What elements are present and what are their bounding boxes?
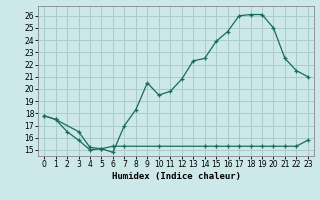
X-axis label: Humidex (Indice chaleur): Humidex (Indice chaleur) <box>111 172 241 181</box>
